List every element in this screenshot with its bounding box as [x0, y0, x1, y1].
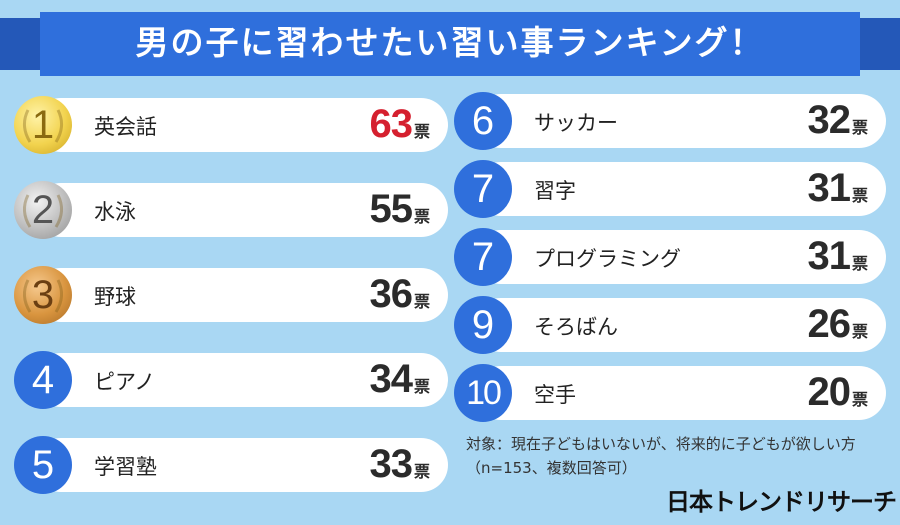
- vote-unit: 票: [413, 122, 430, 141]
- vote-unit: 票: [851, 254, 868, 273]
- ranking-row: 6 サッカー 32 票: [454, 92, 886, 150]
- banner-ribbon-right: [848, 18, 900, 70]
- vote-value: 63: [369, 102, 412, 146]
- banner-body: [40, 12, 860, 76]
- ranking-pill: [34, 183, 448, 237]
- rank-medal: 3: [14, 266, 72, 324]
- ranking-pill: [34, 98, 448, 152]
- item-label: 英会話: [94, 115, 157, 139]
- rank-number: 9: [471, 302, 495, 347]
- vote-count: 55 票: [369, 187, 430, 232]
- brand-logo: 日本トレンドリサーチ: [666, 488, 897, 516]
- ranking-pill: [474, 298, 886, 352]
- ranking-pill: [34, 268, 448, 322]
- vote-unit: 票: [851, 390, 868, 409]
- item-label: サッカー: [534, 111, 618, 135]
- ranking-row: 3 野球 36 票: [14, 266, 448, 324]
- rank-medal: 10: [454, 364, 512, 422]
- vote-count: 63 票: [369, 102, 430, 147]
- vote-unit: 票: [413, 292, 430, 311]
- rank-medal: 5: [14, 436, 72, 494]
- vote-value: 20: [807, 370, 850, 414]
- vote-count: 32 票: [807, 98, 868, 143]
- vote-unit: 票: [851, 322, 868, 341]
- vote-value: 31: [807, 234, 850, 278]
- rank-medal: 7: [454, 228, 512, 286]
- ranking-row: 7 プログラミング 31 票: [454, 228, 886, 286]
- ranking-row: 9 そろばん 26 票: [454, 296, 886, 354]
- rank-number: 10: [466, 373, 502, 412]
- vote-unit: 票: [413, 207, 430, 226]
- ranking-row: 4 ピアノ 34 票: [14, 351, 448, 409]
- title-banner: [0, 12, 900, 76]
- vote-value: 31: [807, 166, 850, 210]
- item-label: 学習塾: [94, 455, 157, 479]
- vote-count: 31 票: [807, 166, 868, 211]
- vote-count: 20 票: [807, 370, 868, 415]
- rank-medal: 7: [454, 160, 512, 218]
- rank-medal: 6: [454, 92, 512, 150]
- footnote-sample: （n=153、複数回答可）: [466, 459, 637, 477]
- rank-medal: 1: [14, 96, 72, 154]
- ranking-pill: [34, 438, 448, 492]
- ranking-pill: [474, 162, 886, 216]
- vote-unit: 票: [851, 118, 868, 137]
- laurel-wreath-icon: [23, 194, 63, 228]
- rank-medal: 4: [14, 351, 72, 409]
- vote-count: 26 票: [807, 302, 868, 347]
- ranking-pill: [474, 230, 886, 284]
- banner-ribbon-left: [0, 18, 52, 70]
- vote-value: 32: [807, 98, 850, 142]
- ranking-row: 1 英会話 63 票: [14, 96, 448, 154]
- ranking-row: 2 水泳 55 票: [14, 181, 448, 239]
- vote-count: 36 票: [369, 272, 430, 317]
- vote-count: 33 票: [369, 442, 430, 487]
- chart-title: 男の子に習わせたい習い事ランキング！: [135, 23, 765, 62]
- item-label: 野球: [94, 285, 136, 309]
- ranking-row: 7 習字 31 票: [454, 160, 886, 218]
- item-label: そろばん: [534, 315, 618, 339]
- ranking-pill: [474, 94, 886, 148]
- rank-number: 4: [31, 357, 55, 402]
- item-label: 習字: [534, 179, 576, 203]
- ranking-row: 10 空手 20 票: [454, 364, 886, 422]
- vote-value: 55: [369, 187, 412, 231]
- item-label: プログラミング: [534, 247, 681, 271]
- laurel-wreath-icon: [23, 109, 63, 143]
- item-label: 水泳: [94, 200, 136, 224]
- rank-medal: 2: [14, 181, 72, 239]
- ranking-row: 5 学習塾 33 票: [14, 436, 448, 494]
- rank-number: 2: [31, 187, 55, 232]
- ranking-pill: [34, 353, 448, 407]
- item-label: ピアノ: [94, 370, 156, 394]
- rank-medal: 9: [454, 296, 512, 354]
- vote-count: 31 票: [807, 234, 868, 279]
- vote-value: 34: [369, 357, 412, 401]
- vote-count: 34 票: [369, 357, 430, 402]
- item-label: 空手: [534, 383, 576, 407]
- vote-value: 33: [369, 442, 412, 486]
- rank-number: 5: [31, 442, 55, 487]
- vote-unit: 票: [851, 186, 868, 205]
- ranking-pill: [474, 366, 886, 420]
- vote-value: 26: [807, 302, 850, 346]
- vote-unit: 票: [413, 462, 430, 481]
- vote-unit: 票: [413, 377, 430, 396]
- laurel-wreath-icon: [23, 279, 63, 313]
- rank-number: 6: [471, 98, 495, 143]
- rank-number: 1: [31, 102, 55, 147]
- rank-number: 7: [471, 166, 495, 211]
- footnote-target: 対象：現在子どもはいないが、将来的に子どもが欲しい方: [466, 435, 856, 453]
- rank-number: 7: [471, 234, 495, 279]
- rank-number: 3: [31, 272, 55, 317]
- vote-value: 36: [369, 272, 412, 316]
